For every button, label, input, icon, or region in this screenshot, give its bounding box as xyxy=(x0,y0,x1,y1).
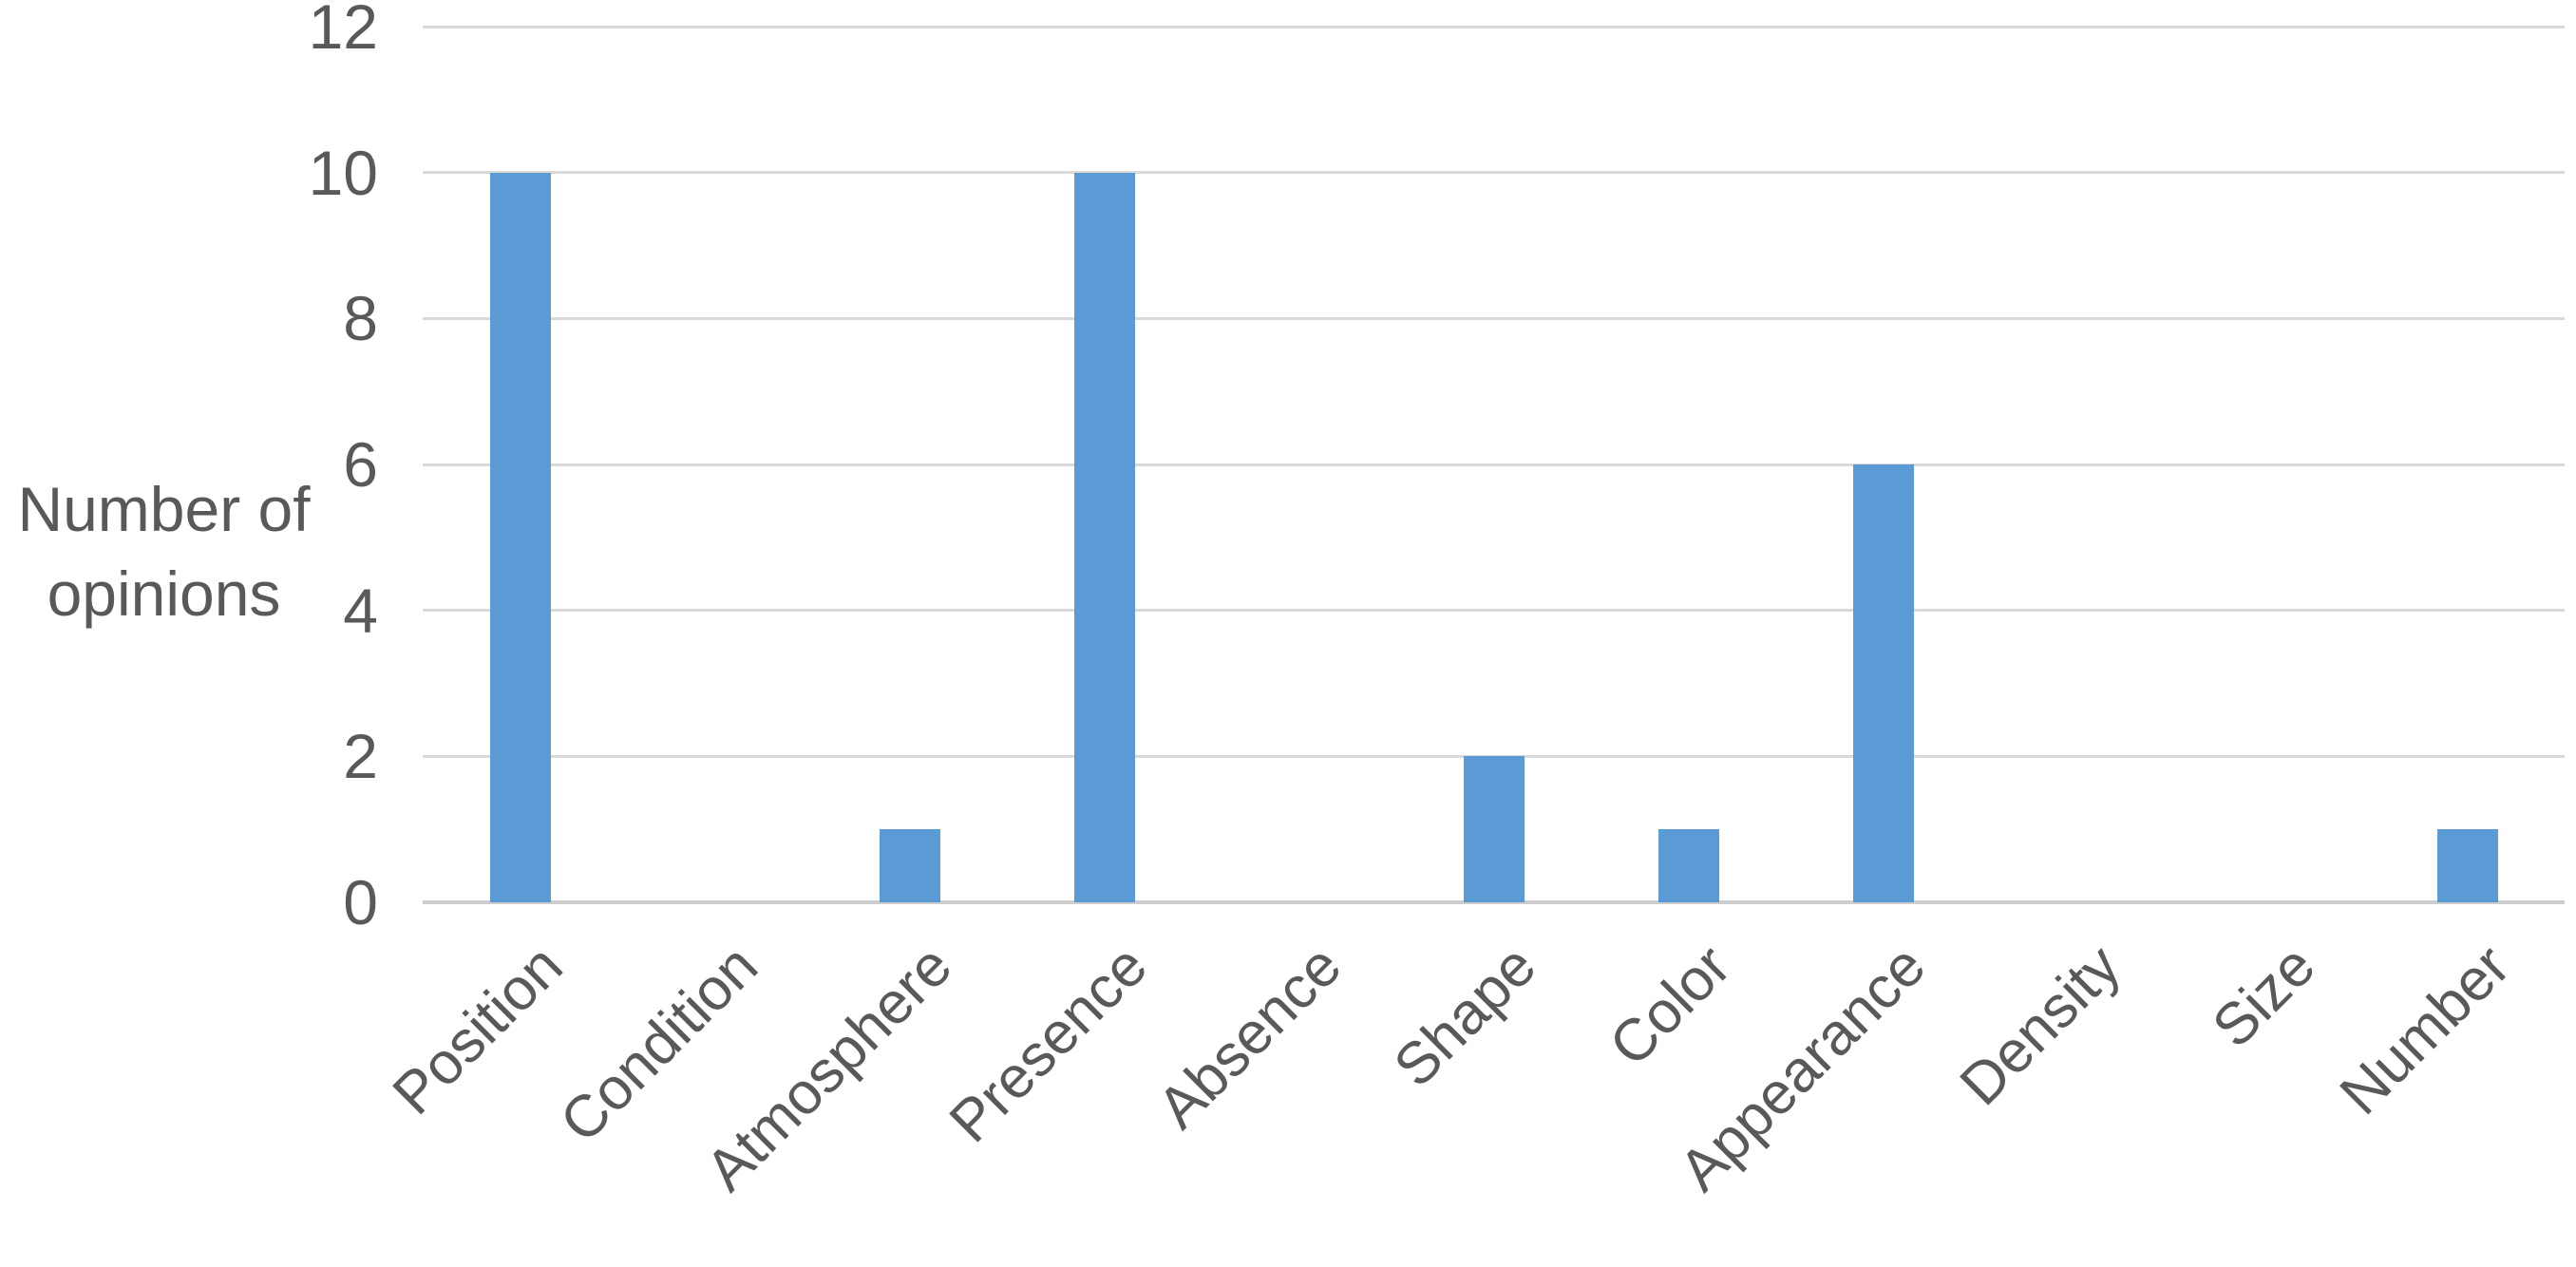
y-tick-label-8: 8 xyxy=(343,283,378,354)
x-axis-line xyxy=(423,900,2565,904)
y-tick-label-0: 0 xyxy=(343,867,378,937)
y-axis-title: Number of opinions xyxy=(0,467,328,636)
x-axis-label-size: Size xyxy=(2200,933,2328,1061)
bar-atmosphere xyxy=(879,829,940,902)
x-axis-label-shape: Shape xyxy=(1381,933,1549,1100)
bar-number xyxy=(2436,829,2498,902)
bar-color xyxy=(1657,829,1719,902)
y-axis-title-line2: opinions xyxy=(47,558,281,630)
y-tick-label-4: 4 xyxy=(343,575,378,646)
x-axis-label-absence: Absence xyxy=(1146,933,1354,1142)
gridline-y-8 xyxy=(423,316,2565,320)
bar-shape xyxy=(1463,756,1525,902)
x-axis-label-presence: Presence xyxy=(937,933,1160,1156)
y-axis-title-line1: Number of xyxy=(17,474,311,544)
y-tick-label-10: 10 xyxy=(308,137,378,208)
bar-presence xyxy=(1073,172,1135,902)
x-axis-label-density: Density xyxy=(1947,933,2133,1119)
y-tick-label-6: 6 xyxy=(343,429,378,500)
gridline-y-4 xyxy=(423,609,2565,613)
x-axis-label-color: Color xyxy=(1597,933,1744,1079)
x-axis-label-position: Position xyxy=(380,933,576,1127)
y-tick-label-2: 2 xyxy=(343,721,378,792)
bar-position xyxy=(489,172,551,902)
gridline-y-6 xyxy=(423,463,2565,466)
gridline-y-12 xyxy=(423,25,2565,28)
gridline-y-10 xyxy=(423,171,2565,175)
x-axis-label-number: Number xyxy=(2327,933,2523,1127)
bar-appearance xyxy=(1852,464,1914,902)
y-tick-label-12: 12 xyxy=(308,0,378,62)
